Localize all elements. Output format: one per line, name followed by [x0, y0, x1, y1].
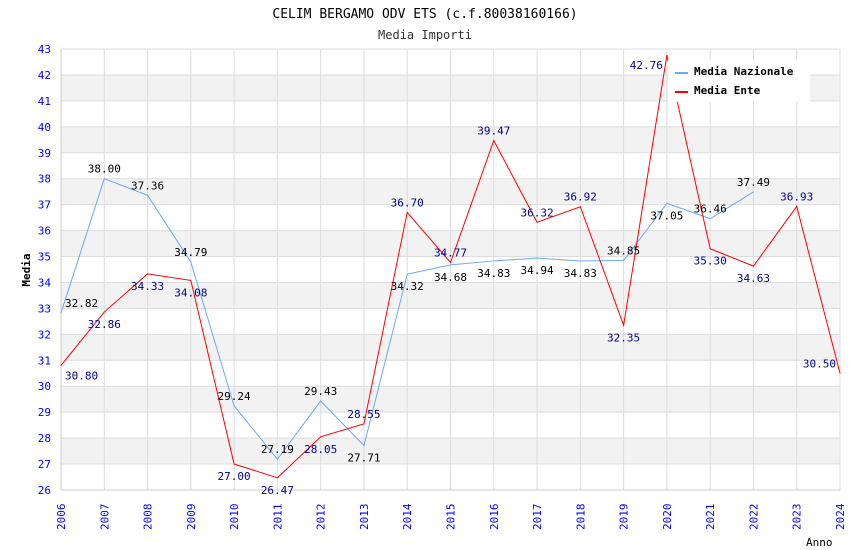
data-label: 36.92	[564, 191, 597, 204]
y-tick-label: 26	[38, 484, 51, 497]
data-label: 28.05	[304, 443, 337, 456]
y-tick-label: 40	[38, 121, 51, 134]
data-label: 27.00	[218, 470, 251, 483]
y-axis-label: Media	[20, 253, 33, 286]
data-label: 34.83	[564, 267, 597, 280]
data-label: 29.24	[218, 390, 251, 403]
data-label: 36.32	[520, 206, 553, 219]
data-label: 39.47	[477, 125, 510, 138]
x-tick-label: 2008	[142, 504, 155, 531]
data-label: 34.33	[131, 280, 164, 293]
y-tick-label: 29	[38, 406, 51, 419]
x-tick-label: 2022	[747, 504, 760, 531]
y-tick-label: 31	[38, 354, 51, 367]
y-tick-label: 32	[38, 328, 51, 341]
x-tick-label: 2012	[315, 504, 328, 531]
x-tick-label: 2011	[271, 504, 284, 531]
data-label: 42.76	[630, 59, 663, 72]
data-label: 34.94	[520, 264, 553, 277]
data-label: 30.80	[65, 369, 98, 382]
x-tick-label: 2019	[618, 504, 631, 531]
data-label: 34.63	[737, 272, 770, 285]
data-label: 32.35	[607, 331, 640, 344]
x-tick-label: 2006	[55, 504, 68, 531]
data-label: 34.08	[174, 286, 207, 299]
x-tick-label: 2007	[98, 504, 111, 531]
data-label: 37.05	[650, 209, 683, 222]
x-tick-label: 2014	[401, 503, 414, 530]
data-label: 34.32	[391, 280, 424, 293]
data-label: 34.79	[174, 246, 207, 259]
legend-label-nazionale: Media Nazionale	[694, 65, 794, 78]
y-tick-label: 34	[38, 276, 52, 289]
data-label: 30.50	[803, 357, 836, 370]
data-label: 27.71	[347, 452, 380, 465]
x-tick-label: 2024	[834, 503, 847, 530]
data-label: 36.70	[391, 196, 424, 209]
y-tick-label: 28	[38, 432, 51, 445]
legend-label-ente: Media Ente	[694, 84, 761, 97]
y-tick-label: 41	[38, 95, 51, 108]
data-label: 34.85	[607, 244, 640, 257]
y-tick-label: 42	[38, 69, 51, 82]
data-label: 36.46	[694, 203, 727, 216]
chart-subtitle: Media Importi	[378, 28, 472, 42]
x-tick-label: 2020	[661, 504, 674, 531]
y-tick-label: 38	[38, 173, 51, 186]
x-tick-label: 2013	[358, 504, 371, 531]
y-tick-label: 43	[38, 43, 51, 56]
chart-title: CELIM BERGAMO ODV ETS (c.f.80038160166)	[272, 7, 577, 22]
y-tick-label: 39	[38, 147, 51, 160]
data-label: 34.77	[434, 246, 467, 259]
data-label: 37.49	[737, 176, 770, 189]
x-tick-label: 2018	[574, 504, 587, 531]
y-tick-label: 37	[38, 199, 51, 212]
x-tick-label: 2010	[228, 504, 241, 531]
data-label: 35.30	[694, 255, 727, 268]
x-tick-label: 2021	[704, 504, 717, 531]
data-label: 28.55	[347, 408, 380, 421]
data-label: 27.19	[261, 443, 294, 456]
data-label: 32.82	[65, 297, 98, 310]
y-tick-label: 27	[38, 458, 51, 471]
y-tick-label: 33	[38, 302, 51, 315]
data-label: 32.86	[88, 318, 121, 331]
data-label: 29.43	[304, 385, 337, 398]
x-axis-label: Anno	[806, 536, 833, 549]
x-tick-label: 2023	[791, 504, 804, 531]
data-label: 38.00	[88, 163, 121, 176]
data-label: 26.47	[261, 484, 294, 497]
y-tick-label: 35	[38, 251, 51, 264]
series-line-nazionale	[60, 178, 754, 460]
data-label: 37.36	[131, 179, 164, 192]
data-label: 34.68	[434, 271, 467, 284]
x-tick-label: 2017	[531, 504, 544, 531]
y-tick-label: 30	[38, 380, 51, 393]
y-tick-label: 36	[38, 225, 51, 238]
series-line-ente	[60, 55, 841, 479]
data-label: 34.83	[477, 267, 510, 280]
x-tick-label: 2015	[445, 504, 458, 531]
x-tick-label: 2016	[488, 504, 501, 531]
data-label: 36.93	[780, 190, 813, 203]
legend: Media Nazionale Media Ente	[668, 60, 810, 102]
x-tick-label: 2009	[185, 504, 198, 531]
